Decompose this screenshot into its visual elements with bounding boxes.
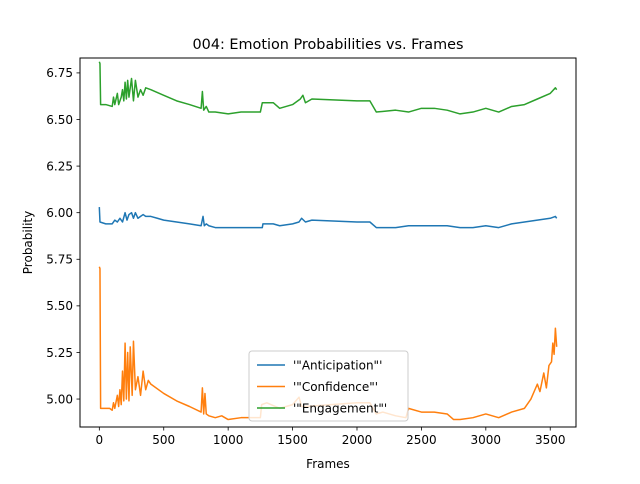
- y-tick-label: 6.50: [46, 113, 73, 127]
- x-axis: 0 500 1000 1500 2000 2500 3000 3500: [96, 427, 566, 447]
- x-tick-label: 3500: [535, 433, 566, 447]
- legend-box: [248, 350, 409, 422]
- y-tick-label: 5.25: [46, 346, 73, 360]
- legend-label: '"Anticipation"': [293, 358, 382, 372]
- y-tick-label: 6.00: [46, 206, 73, 220]
- y-tick-label: 5.75: [46, 253, 73, 267]
- x-tick-label: 1500: [277, 433, 308, 447]
- axes-frame: [79, 57, 577, 428]
- x-tick-label: 0: [96, 433, 104, 447]
- x-tick-label: 1000: [213, 433, 244, 447]
- series-line-2: [98, 61, 558, 115]
- legend-label: '"Confidence"': [293, 380, 378, 394]
- x-tick-label: 2000: [342, 433, 373, 447]
- x-tick-label: 500: [152, 433, 175, 447]
- y-tick-label: 5.50: [46, 299, 73, 313]
- legend-label: '"Engagement"': [293, 401, 387, 415]
- series-line-1: [98, 266, 558, 421]
- y-tick-label: 6.25: [46, 159, 73, 173]
- x-tick-label: 2500: [406, 433, 437, 447]
- chart-title: 004: Emotion Probabilities vs. Frames: [193, 37, 464, 53]
- y-axis-label: Probability: [21, 211, 35, 274]
- plot-area: [98, 61, 558, 421]
- series-line-0: [98, 207, 558, 229]
- x-axis-label: Frames: [306, 457, 350, 471]
- y-tick-label: 5.00: [46, 392, 73, 406]
- y-axis: 5.00 5.25 5.50 5.75 6.00 6.25 6.50 6.75: [46, 66, 80, 406]
- legend: '"Anticipation"' '"Confidence"' '"Engageme…: [248, 350, 409, 422]
- y-tick-label: 6.75: [46, 66, 73, 80]
- x-tick-label: 3000: [471, 433, 502, 447]
